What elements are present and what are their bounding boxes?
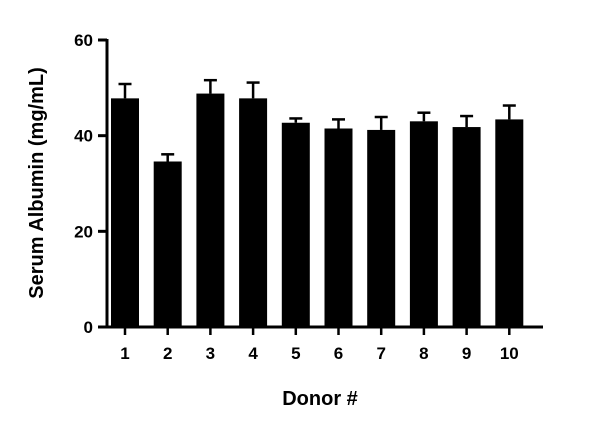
x-tick-label: 7: [376, 344, 385, 363]
bar-donor-3: [196, 93, 225, 327]
bar-donor-4: [239, 98, 268, 328]
bars-group: [111, 93, 524, 328]
bar-donor-10: [495, 119, 524, 327]
y-tick-label: 20: [74, 222, 93, 241]
x-tick-label: 6: [334, 344, 343, 363]
y-tick-label: 0: [84, 318, 93, 337]
bar-donor-2: [153, 161, 182, 327]
x-tick-label: 1: [120, 344, 129, 363]
y-ticks-group: 0 20 40 60: [74, 31, 107, 337]
x-tick-label: 10: [500, 344, 519, 363]
y-axis-title: Serum Albumin (mg/mL): [26, 67, 48, 298]
x-tick-label: 4: [248, 344, 258, 363]
x-tick-label: 8: [419, 344, 428, 363]
bar-donor-1: [111, 98, 139, 328]
x-ticks-group: 1 2 3 4 5 6 7 8 9 10: [120, 327, 519, 363]
y-tick-label: 40: [74, 127, 93, 146]
x-tick-label: 5: [291, 344, 300, 363]
bar-donor-5: [281, 122, 310, 327]
bar-donor-6: [324, 128, 353, 327]
error-bars-group: [118, 78, 516, 162]
x-tick-label: 2: [163, 344, 172, 363]
bar-donor-9: [452, 127, 481, 327]
y-tick-label: 60: [74, 31, 93, 50]
bar-donor-8: [409, 121, 438, 327]
bar-donor-7: [367, 129, 396, 327]
x-axis-title: Donor #: [282, 388, 358, 410]
x-tick-label: 3: [206, 344, 215, 363]
x-tick-label: 9: [462, 344, 471, 363]
